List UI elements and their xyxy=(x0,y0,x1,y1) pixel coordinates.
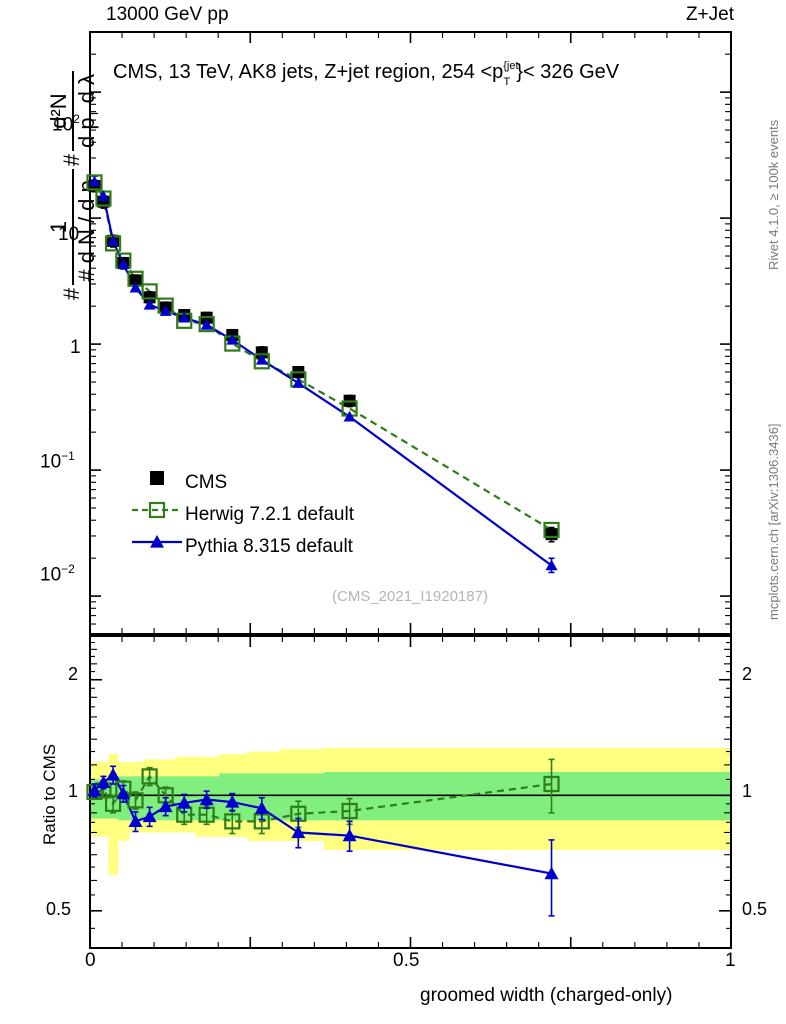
main-ytick-2: 1 xyxy=(70,337,81,358)
plot-title-subscript: T xyxy=(503,76,511,88)
ratio-ytick-left-2: 0.5 xyxy=(46,899,72,919)
header-left: 13000 GeV pp xyxy=(106,4,229,25)
plot-title-superscript: {jet xyxy=(503,60,519,72)
main-ytick-3: 10−1 xyxy=(40,449,75,473)
main-ytick-1: 10 xyxy=(58,224,80,245)
xtick-2: 1 xyxy=(725,950,736,971)
ratio-ytick-right-2: 0.5 xyxy=(742,899,768,919)
xaxis-label: groomed width (charged-only) xyxy=(420,985,673,1006)
xtick-1: 0.5 xyxy=(393,950,420,971)
ratio-ytick-right-0: 2 xyxy=(742,664,753,684)
plot-title-tail: }< 326 GeV xyxy=(516,61,620,83)
xtick-0: 0 xyxy=(85,950,96,971)
legend-label-herwig: Herwig 7.2.1 default xyxy=(185,504,354,525)
plot-title-text: CMS, 13 TeV, AK8 jets, Z+jet region, 254… xyxy=(113,61,504,83)
ratio-ytick-left-0: 2 xyxy=(68,664,79,684)
header-right: Z+Jet xyxy=(685,4,734,25)
plot-title: CMS, 13 TeV, AK8 jets, Z+jet region, 254… xyxy=(113,60,620,88)
legend-label-pythia: Pythia 8.315 default xyxy=(185,536,353,557)
ratio-ytick-right-1: 1 xyxy=(742,781,753,801)
main-ytick-0: 102 xyxy=(52,112,80,136)
legend-label-cms: CMS xyxy=(185,472,228,493)
watermark: (CMS_2021_I1920187) xyxy=(332,588,488,605)
main-ytick-4: 10−2 xyxy=(40,562,75,586)
ratio-ytick-left-1: 1 xyxy=(68,781,79,801)
